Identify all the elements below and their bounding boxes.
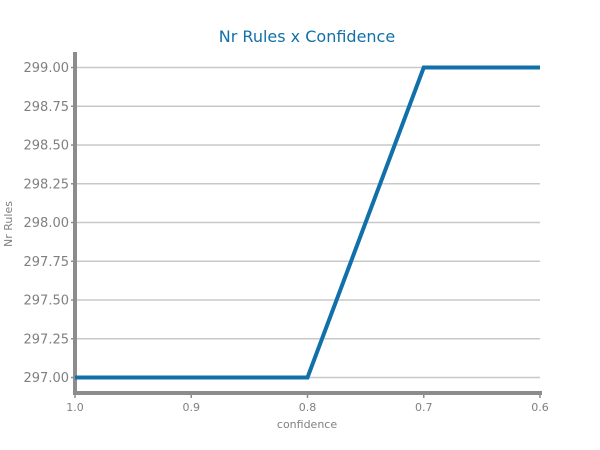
y-tick-label: 299.00 <box>24 61 70 76</box>
x-tick-label: 0.8 <box>299 401 317 414</box>
x-tick-label: 0.9 <box>183 401 201 414</box>
axes <box>73 52 542 395</box>
y-axis-label: Nr Rules <box>2 201 15 247</box>
y-tick-label: 298.50 <box>24 139 70 154</box>
y-tick-label: 298.75 <box>24 100 70 115</box>
x-axis-label: confidence <box>277 418 337 431</box>
x-tick-label: 0.7 <box>415 401 433 414</box>
x-tick-label: 1.0 <box>66 401 84 414</box>
y-tick-label: 298.25 <box>24 177 70 192</box>
grid-lines <box>71 66 540 379</box>
series-layer <box>74 65 541 380</box>
y-tick-label: 297.00 <box>24 371 70 386</box>
y-tick-label: 297.50 <box>24 294 70 309</box>
y-tick-label: 297.75 <box>24 255 70 270</box>
chart-title: Nr Rules x Confidence <box>219 27 395 46</box>
y-tick-labels: 297.00 297.25 297.50 297.75 298.00 298.25 298.… <box>24 61 70 386</box>
x-tick-label: 0.6 <box>531 401 549 414</box>
x-tick-labels: 1.0 0.9 0.8 0.7 0.6 <box>66 393 549 414</box>
y-tick-label: 298.00 <box>24 216 70 231</box>
y-tick-label: 297.25 <box>24 332 70 347</box>
